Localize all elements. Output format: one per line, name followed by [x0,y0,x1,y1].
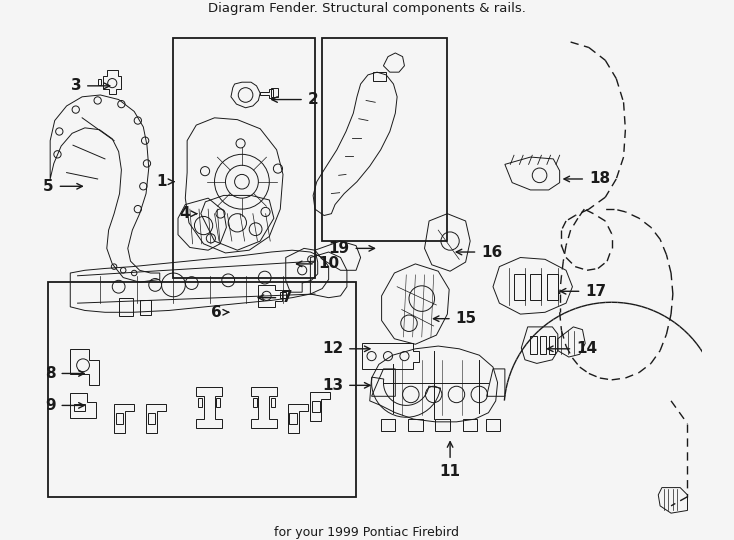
Bar [198,398,202,407]
Text: 1: 1 [156,174,167,189]
Bar [148,413,155,424]
Bar [253,398,256,407]
Text: 17: 17 [585,284,606,299]
Bar [271,398,275,407]
Bar [119,298,134,316]
Text: 14: 14 [576,341,597,356]
Text: 12: 12 [322,341,344,356]
Bar [514,274,525,300]
Bar [312,401,319,412]
Bar [280,292,286,298]
Text: 10: 10 [319,256,340,272]
Text: 4: 4 [179,206,190,221]
Bar [539,336,546,354]
Text: 5: 5 [43,179,54,194]
Bar [173,38,315,278]
Bar [74,403,85,411]
Text: 15: 15 [456,311,476,326]
Text: Diagram Fender. Structural components & rails.: Diagram Fender. Structural components & … [208,2,526,15]
Bar [289,413,297,424]
Bar [322,38,447,241]
Bar [531,336,537,354]
Text: 3: 3 [70,78,81,93]
Text: 2: 2 [308,92,319,107]
Text: 7: 7 [282,290,293,305]
Bar [531,274,542,300]
Bar [48,282,356,497]
Bar [116,413,123,424]
Text: 8: 8 [45,366,56,381]
Text: 9: 9 [45,398,56,413]
Text: 6: 6 [211,305,222,320]
Text: for your 1999 Pontiac Firebird: for your 1999 Pontiac Firebird [275,526,459,539]
Bar [374,72,386,82]
Text: 11: 11 [440,464,461,479]
Bar [217,398,220,407]
Bar [139,300,150,315]
Bar [547,274,558,300]
Text: 13: 13 [322,378,344,393]
Bar [271,87,278,97]
Bar [549,336,555,354]
Text: 19: 19 [329,241,349,256]
Text: 18: 18 [589,172,610,186]
Text: 16: 16 [481,245,502,260]
